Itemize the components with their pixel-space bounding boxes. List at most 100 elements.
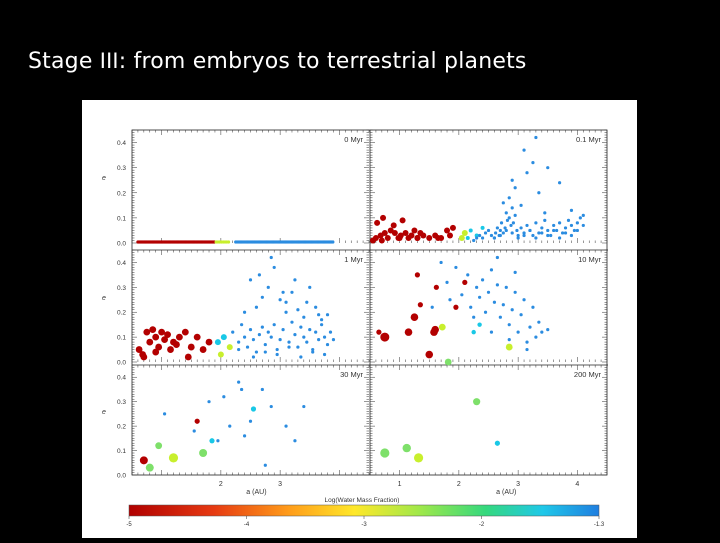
data-point [494,440,500,446]
data-point [525,340,529,344]
data-point [492,300,497,304]
data-point [302,335,306,339]
data-point [237,340,241,344]
data-point [483,231,488,235]
data-point [287,340,291,344]
data-point [495,226,499,230]
data-point [266,285,270,289]
data-point [311,350,315,354]
data-point [581,223,585,228]
data-point [519,313,523,317]
data-point [257,273,261,277]
y-tick-label: 0.3 [117,399,126,406]
data-point [534,221,538,225]
data-point [231,330,235,334]
y-axis-label: e [102,409,106,416]
data-point [380,214,387,221]
data-point [509,223,513,228]
data-point [390,222,397,229]
data-point [145,463,154,472]
data-point [507,196,511,200]
data-point [446,232,453,239]
data-point [287,345,291,349]
data-point [480,236,485,240]
data-point [139,456,148,465]
data-point [546,166,550,170]
y-tick-label: 0.0 [117,360,126,367]
data-point [525,171,529,175]
data-point [473,398,481,406]
data-point [439,260,443,265]
data-point [414,234,421,241]
data-point [555,228,559,233]
data-point [217,351,224,358]
slide-title-prefix: Stage [28,49,100,74]
data-point [311,347,315,352]
data-point [498,233,502,238]
data-point [472,238,476,243]
data-point [444,227,451,234]
y-tick-label: 0.1 [117,335,126,342]
data-point [242,335,247,339]
data-point [462,279,468,285]
data-point [537,191,541,195]
data-point [513,186,517,190]
data-point [314,305,318,309]
data-point [489,330,494,334]
data-point [237,380,241,384]
data-point [155,442,163,450]
data-point [543,218,547,222]
x-tick-label: 1 [398,481,402,488]
data-point [269,255,273,260]
y-tick-label: 0.2 [117,310,126,317]
data-point [454,265,458,270]
data-point [505,218,510,222]
data-point [209,438,215,444]
slide-title: Stage III: from embryos to terrestrial p… [28,48,527,74]
data-point [193,333,201,341]
data-point [519,203,523,207]
data-point [505,343,513,351]
data-point [413,453,424,463]
data-point [499,221,504,225]
data-point [513,290,517,294]
data-point [192,429,196,433]
data-point [540,226,544,230]
data-point [173,341,180,348]
data-point [152,333,160,341]
data-point [226,240,231,244]
data-point [260,325,264,329]
data-point [410,313,419,321]
data-point [293,278,297,282]
data-point [510,178,514,182]
data-point [475,285,479,289]
data-point [257,333,261,337]
data-point [507,338,511,342]
data-point [275,352,279,357]
data-point [486,290,491,294]
x-tick-label: 4 [575,481,579,488]
y-tick-label: 0.4 [117,260,126,267]
data-point [374,219,381,226]
data-point [251,355,256,359]
data-point [248,328,253,332]
y-tick-label: 0.2 [117,424,126,431]
data-point [408,232,415,239]
data-point [149,326,157,334]
data-point [376,329,382,335]
colorbar-tick-label: -4 [244,522,250,528]
data-point [143,328,151,336]
x-axis-label: a (AU) [496,489,516,496]
data-point [194,418,200,424]
data-point [251,338,256,342]
data-point [417,302,423,308]
data-point [216,439,220,443]
data-point [426,234,433,241]
data-point [435,234,442,241]
data-point [275,347,279,352]
data-point [402,443,411,453]
data-point [468,228,473,233]
data-point [501,201,505,205]
data-point [302,315,306,319]
data-point [181,328,189,336]
